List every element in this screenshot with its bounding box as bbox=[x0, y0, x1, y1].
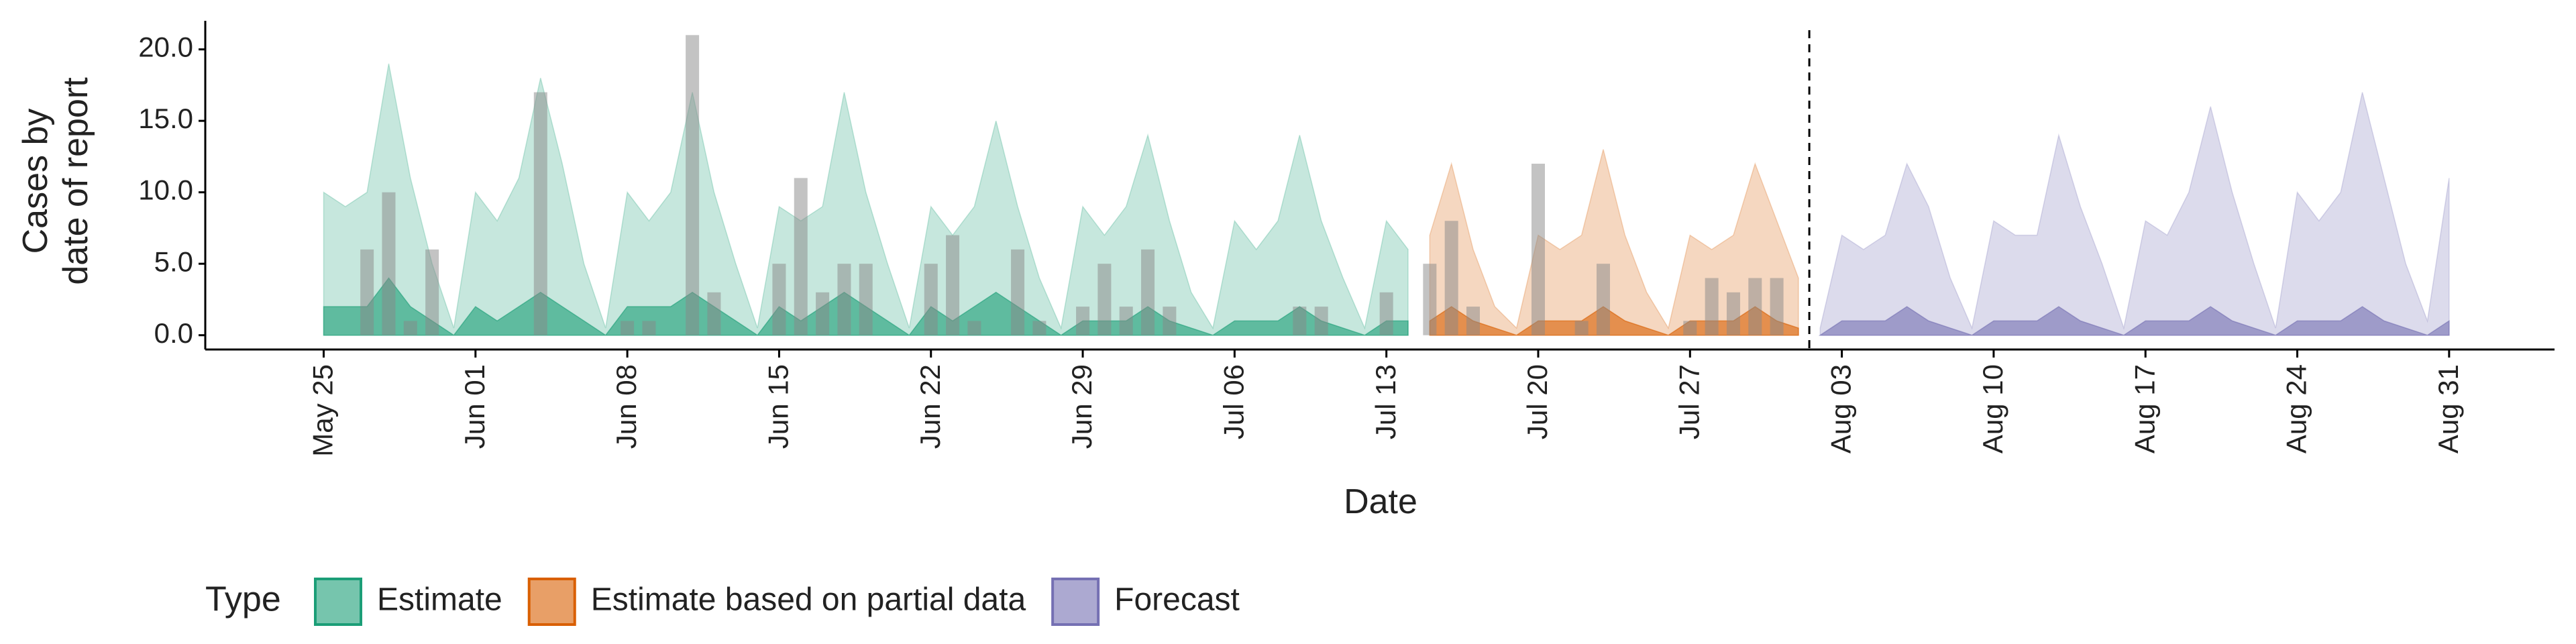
bar bbox=[1141, 249, 1155, 335]
bar bbox=[686, 35, 700, 335]
y-tick-label: 0.0 bbox=[154, 317, 193, 349]
x-tick-label: Jun 01 bbox=[459, 364, 490, 449]
bar bbox=[1466, 307, 1480, 335]
bar bbox=[1163, 307, 1177, 335]
x-tick-label: Jul 27 bbox=[1673, 364, 1705, 439]
legend-label: Estimate bbox=[377, 582, 502, 618]
legend-title: Type bbox=[205, 580, 281, 619]
y-axis-title: Cases by bbox=[16, 109, 55, 254]
x-tick-label: Aug 10 bbox=[1977, 364, 2008, 453]
outer-ribbon bbox=[1429, 149, 1799, 336]
bar bbox=[1444, 221, 1458, 335]
legend-label: Forecast bbox=[1114, 582, 1240, 618]
bar bbox=[1705, 278, 1719, 335]
x-tick-label: Jul 13 bbox=[1370, 364, 1401, 439]
bar bbox=[794, 178, 808, 335]
bar bbox=[1574, 321, 1589, 335]
bar bbox=[425, 249, 439, 335]
y-axis-title: date of report bbox=[56, 77, 95, 285]
bar bbox=[403, 321, 417, 335]
bar bbox=[360, 249, 374, 335]
y-tick-label: 20.0 bbox=[138, 32, 193, 63]
bar bbox=[816, 292, 830, 335]
x-tick-label: Aug 24 bbox=[2281, 364, 2312, 453]
x-axis-title: Date bbox=[1344, 482, 1417, 521]
legend-key bbox=[1051, 578, 1100, 626]
x-tick-label: Jun 22 bbox=[914, 364, 946, 449]
inner-ribbon bbox=[1818, 306, 2450, 336]
bar bbox=[1379, 292, 1393, 335]
bar bbox=[1032, 321, 1046, 335]
bar bbox=[967, 321, 981, 335]
bar bbox=[1011, 249, 1025, 335]
y-tick-label: 15.0 bbox=[138, 103, 193, 134]
x-tick-label: Jun 08 bbox=[610, 364, 642, 449]
bar bbox=[946, 235, 960, 335]
bar bbox=[621, 321, 635, 335]
y-tick-label: 10.0 bbox=[138, 174, 193, 206]
x-tick-label: Jun 15 bbox=[763, 364, 794, 449]
bar bbox=[707, 292, 721, 335]
x-tick-label: Jun 29 bbox=[1066, 364, 1097, 449]
x-tick-label: May 25 bbox=[307, 364, 339, 457]
bar bbox=[1076, 307, 1090, 335]
bar bbox=[533, 92, 547, 335]
x-tick-label: Aug 03 bbox=[1825, 364, 1857, 453]
x-tick-label: Jul 20 bbox=[1521, 364, 1553, 439]
bar bbox=[859, 264, 873, 335]
y-tick-label: 5.0 bbox=[154, 246, 193, 277]
bar bbox=[772, 264, 786, 335]
bar bbox=[1726, 292, 1740, 335]
bar bbox=[924, 264, 938, 335]
outer-ribbon bbox=[323, 63, 1409, 336]
bar bbox=[837, 264, 851, 335]
bar bbox=[1119, 307, 1133, 335]
bar bbox=[642, 321, 656, 335]
outer-ribbon bbox=[1819, 92, 2450, 336]
legend-label: Estimate based on partial data bbox=[591, 582, 1026, 618]
bar bbox=[1748, 278, 1762, 335]
bar bbox=[1531, 164, 1545, 335]
bar bbox=[1683, 321, 1697, 335]
legend-key bbox=[527, 578, 576, 626]
legend-key bbox=[314, 578, 362, 626]
x-tick-label: Aug 17 bbox=[2129, 364, 2160, 453]
bar bbox=[1097, 264, 1112, 335]
bar bbox=[1596, 264, 1610, 335]
bar bbox=[382, 192, 396, 335]
bar bbox=[1293, 307, 1307, 335]
bar bbox=[1314, 307, 1328, 335]
x-tick-label: Aug 31 bbox=[2432, 364, 2464, 453]
x-tick-label: Jul 06 bbox=[1218, 364, 1249, 439]
bar bbox=[1423, 264, 1437, 335]
bar bbox=[1770, 278, 1784, 335]
